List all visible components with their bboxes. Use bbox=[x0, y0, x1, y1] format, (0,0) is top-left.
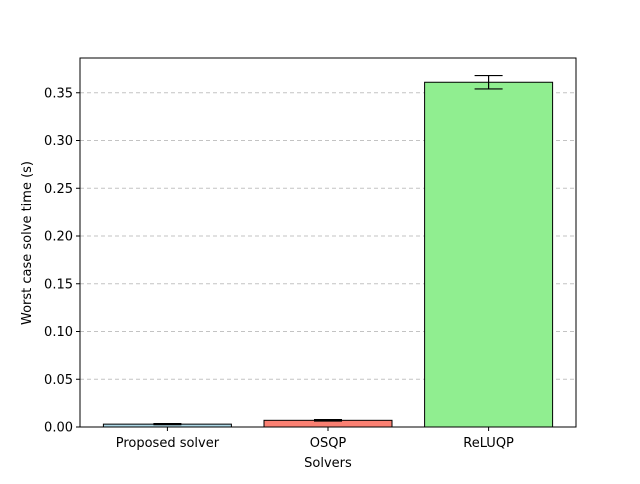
x-tick-label: Proposed solver bbox=[116, 436, 220, 451]
error-bars bbox=[153, 74, 503, 426]
y-tick-label: 0.20 bbox=[44, 230, 73, 245]
bar bbox=[424, 81, 554, 428]
y-tick-label: 0.15 bbox=[44, 277, 73, 292]
y-tick-label: 0.30 bbox=[44, 134, 73, 149]
y-tick-label: 0.00 bbox=[44, 421, 73, 436]
x-axis-label: Solvers bbox=[304, 456, 352, 471]
bars bbox=[102, 81, 554, 428]
y-tick-label: 0.10 bbox=[44, 325, 73, 340]
y-tick-label: 0.35 bbox=[44, 86, 73, 101]
y-tick-label: 0.05 bbox=[44, 373, 73, 388]
y-tick-label: 0.25 bbox=[44, 182, 73, 197]
x-axis-ticks: Proposed solver OSQP ReLUQP bbox=[116, 427, 514, 451]
y-axis-ticks: 0.00 0.05 0.10 0.15 0.20 0.25 0.30 0.35 bbox=[44, 86, 80, 436]
x-tick-label: OSQP bbox=[310, 436, 347, 451]
y-axis-label: Worst case solve time (s) bbox=[20, 161, 35, 325]
x-tick-label: ReLUQP bbox=[463, 436, 514, 451]
